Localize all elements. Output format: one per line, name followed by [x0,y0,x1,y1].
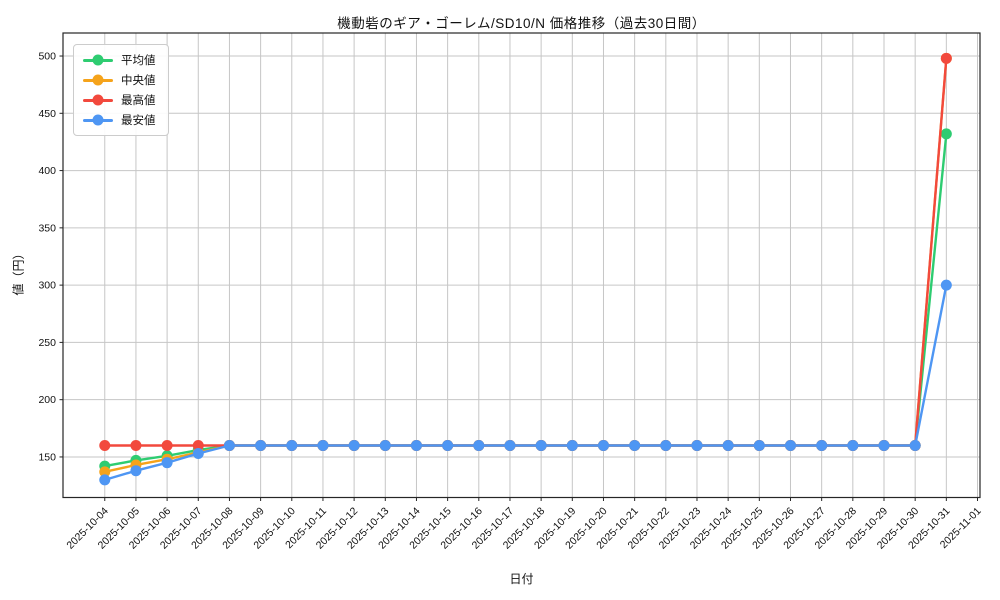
min-marker-icon [92,114,104,126]
axis-tick-labels: 1502002503003504004505002025-10-042025-1… [38,51,983,552]
series-中央値 [99,52,952,478]
max-marker-icon [92,94,104,106]
mean-line-swatch [83,54,113,66]
svg-text:200: 200 [38,394,56,406]
svg-text:150: 150 [38,451,56,463]
median-marker-icon [92,74,104,86]
gridlines [63,33,980,498]
legend-item-min: 最安値 [83,112,156,128]
legend-label-min: 最安値 [121,115,156,127]
legend-label-median: 中央値 [121,75,156,87]
series-平均値 [99,128,952,472]
svg-text:450: 450 [38,108,56,120]
chart-title: 機動砦のギア・ゴーレム/SD10/N 価格推移（過去30日間） [337,16,706,31]
svg-text:250: 250 [38,337,56,349]
min-line-swatch [83,114,113,126]
axis-ticks [59,55,979,501]
series-最安値 [99,279,952,486]
svg-text:350: 350 [38,222,56,234]
legend-label-mean: 平均値 [121,55,156,67]
legend-label-max: 最高値 [121,95,156,107]
series-最高値 [99,52,952,451]
legend-item-max: 最高値 [83,92,156,108]
max-line-swatch [83,94,113,106]
legend: 平均値 中央値 最高値 最安値 [73,44,169,136]
legend-item-mean: 平均値 [83,52,156,68]
x-axis-label: 日付 [509,572,534,586]
svg-text:300: 300 [38,280,56,292]
plot-border [62,32,981,499]
y-axis-label: 値（円） [11,247,26,296]
legend-item-median: 中央値 [83,72,156,88]
svg-text:400: 400 [38,165,56,177]
mean-marker-icon [92,54,104,66]
median-line-swatch [83,74,113,86]
svg-text:500: 500 [38,51,56,63]
